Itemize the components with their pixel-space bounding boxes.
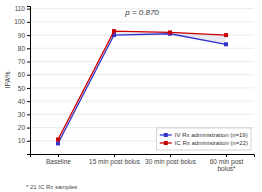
y-tick-label: 10 — [18, 137, 26, 144]
legend-label: IC Rx administration (n=22) — [175, 140, 248, 146]
chart: 10 20 30 40 50 60 70 80 90 100 110 Baseline 15 min p… — [0, 0, 262, 192]
y-tick-label: 40 — [18, 98, 26, 105]
marker — [168, 30, 172, 34]
y-tick: 70 — [18, 58, 30, 65]
y-tick: 100 — [14, 18, 30, 25]
legend-item: IV Rx administration (n=19) — [160, 132, 248, 138]
legend-marker — [164, 141, 168, 145]
y-tick-label: 60 — [18, 71, 26, 78]
x-tick-mark — [114, 154, 115, 157]
x-tick-mark — [58, 154, 59, 157]
grid-line — [30, 74, 254, 75]
y-tick-label: 110 — [15, 5, 26, 12]
y-tick-mark — [27, 88, 30, 89]
y-tick-mark — [27, 101, 30, 102]
legend-frame — [157, 128, 251, 150]
x-tick: Baseline — [46, 154, 71, 165]
y-tick: 10 — [18, 137, 30, 144]
y-tick-label: 100 — [14, 18, 25, 25]
grid-line — [30, 114, 254, 115]
y-tick-mark — [27, 128, 30, 129]
y-tick-label: 80 — [18, 45, 26, 52]
legend-marker — [164, 133, 168, 137]
y-tick: 110 — [15, 5, 30, 12]
y-axis-title: IPA% — [4, 72, 11, 89]
x-axis: Baseline 15 min post bolus 30 min post bol… — [31, 154, 255, 172]
y-tick: 50 — [18, 85, 30, 92]
grid-line — [30, 87, 254, 88]
marker — [224, 33, 228, 37]
legend: IV Rx administration (n=19) IC Rx adminis… — [157, 128, 251, 150]
marker — [224, 42, 228, 46]
x-tick: 30 min post bolus — [145, 154, 197, 166]
y-tick-label: 90 — [18, 32, 26, 39]
y-tick-label: 20 — [18, 124, 26, 131]
y-axis-line — [27, 7, 31, 155]
y-tick-label: 30 — [18, 111, 26, 118]
annotation: p = 0.870 — [124, 8, 159, 17]
plot-area: 10 20 30 40 50 60 70 80 90 100 110 Baseline 15 min p… — [14, 5, 254, 172]
x-tick-label: 60 min postbolus* — [210, 158, 244, 172]
y-tick: 30 — [18, 111, 30, 118]
series-line — [58, 34, 226, 144]
y-tick-label: 50 — [18, 85, 26, 92]
y-tick-mark — [27, 22, 30, 23]
x-tick-label: 15 min post bolus — [89, 158, 141, 166]
grid-line — [30, 48, 254, 49]
grid-line — [30, 21, 254, 22]
legend-label: IV Rx administration (n=19) — [175, 132, 248, 138]
y-axis: 10 20 30 40 50 60 70 80 90 100 110 — [14, 5, 30, 154]
legend-item: IC Rx administration (n=22) — [160, 140, 248, 146]
x-tick-mark — [170, 154, 171, 157]
x-tick-label: 30 min post bolus — [145, 158, 197, 166]
footnote: * 21 IC Rx samples — [26, 184, 77, 190]
y-tick: 90 — [18, 32, 30, 39]
x-tick-label: Baseline — [46, 158, 71, 165]
marker — [112, 29, 116, 33]
x-tick: 60 min postbolus* — [210, 154, 244, 172]
y-tick-mark — [27, 114, 30, 115]
marker — [56, 141, 60, 145]
y-tick-mark — [27, 48, 30, 49]
x-tick-mark — [226, 154, 227, 157]
y-tick-mark — [27, 75, 30, 76]
band — [58, 31, 226, 143]
y-tick: 80 — [18, 45, 30, 52]
y-tick-mark — [27, 62, 30, 63]
grid-line — [30, 61, 254, 62]
x-tick: 15 min post bolus — [89, 154, 141, 166]
grid — [30, 9, 254, 141]
y-tick-mark — [27, 141, 30, 142]
marker — [56, 137, 60, 141]
y-tick-mark — [27, 35, 30, 36]
series-line — [58, 31, 226, 139]
y-tick-mark — [27, 9, 30, 10]
grid-line — [30, 101, 254, 102]
y-tick: 40 — [18, 98, 30, 105]
y-tick: 60 — [18, 71, 30, 78]
y-tick: 20 — [18, 124, 30, 131]
y-tick-label: 70 — [18, 58, 26, 65]
